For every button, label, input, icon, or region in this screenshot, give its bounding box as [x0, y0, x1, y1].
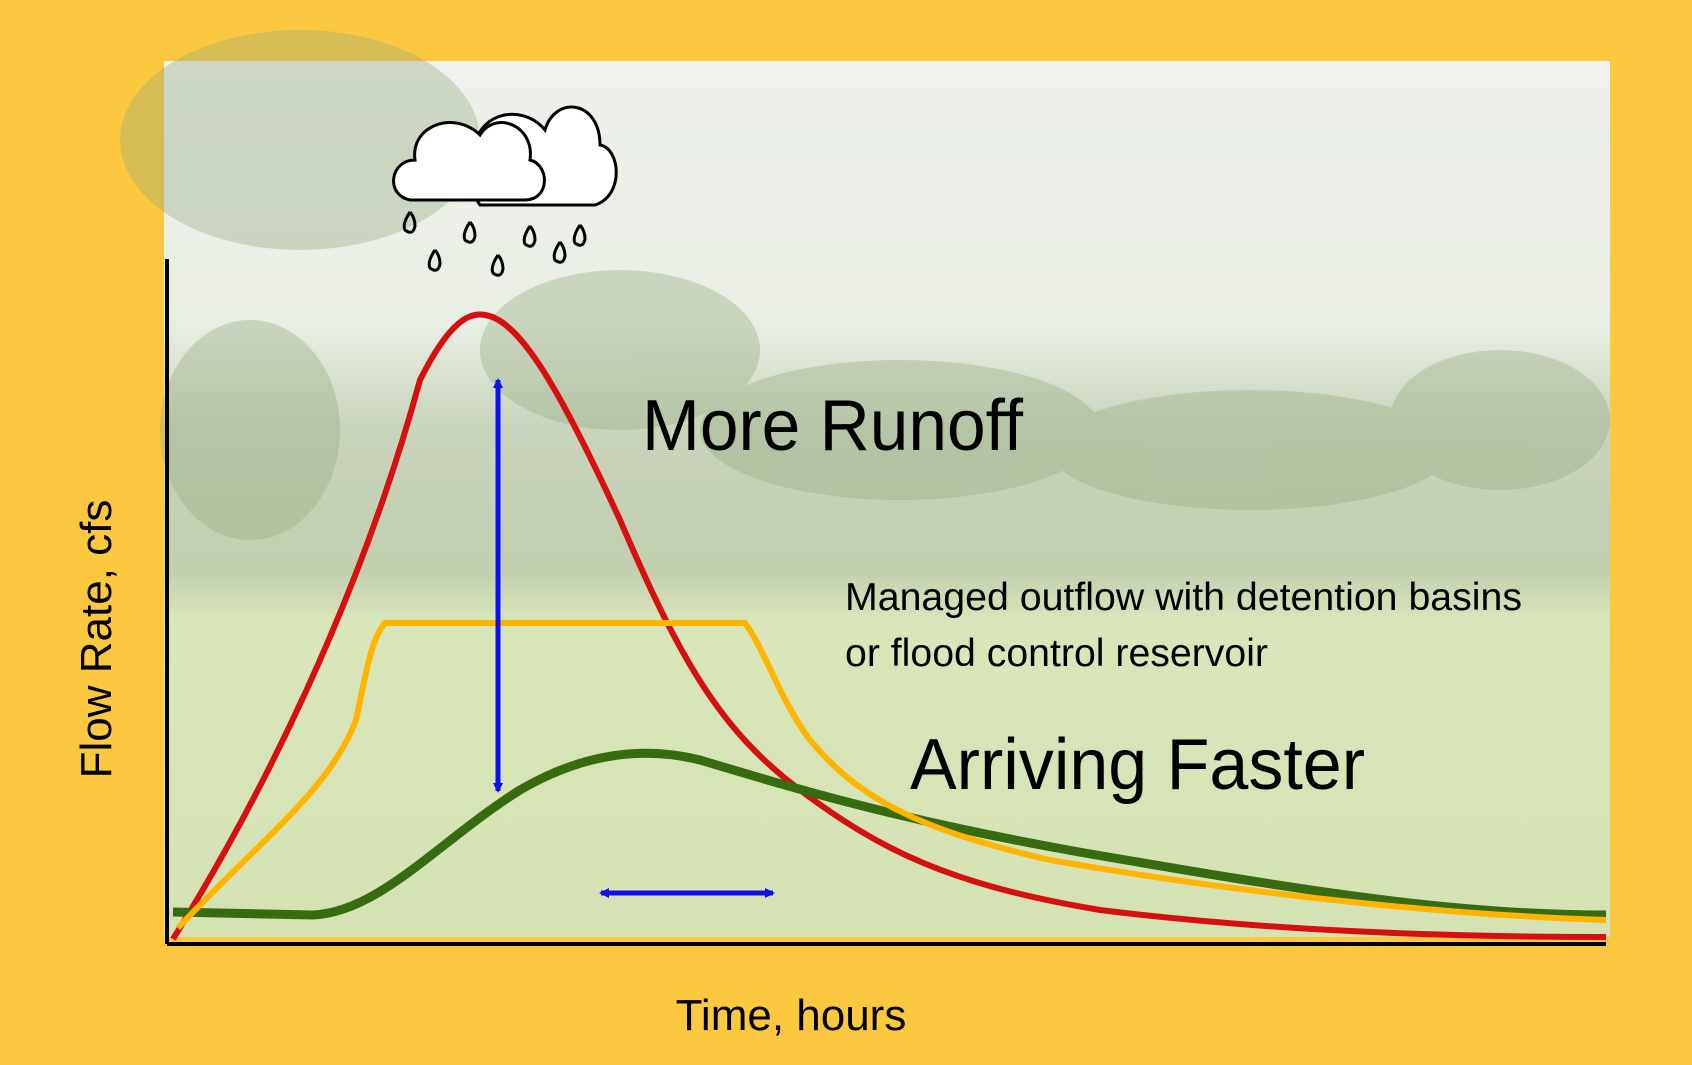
annotation-arriving-faster: Arriving Faster	[910, 725, 1365, 805]
annotation-managed-outflow: Managed outflow with detention basins	[845, 576, 1522, 619]
annotation-managed-outflow: or flood control reservoir	[845, 632, 1268, 675]
diagram: More Runoff Managed outflow with detenti…	[0, 0, 1692, 1065]
page: {"axes":{"y_label":"Flow Rate, cfs","x_l…	[0, 0, 1692, 1065]
x-axis-label: Time, hours	[676, 991, 907, 1040]
annotation-more-runoff: More Runoff	[642, 386, 1024, 466]
y-axis-label: Flow Rate, cfs	[72, 500, 121, 779]
